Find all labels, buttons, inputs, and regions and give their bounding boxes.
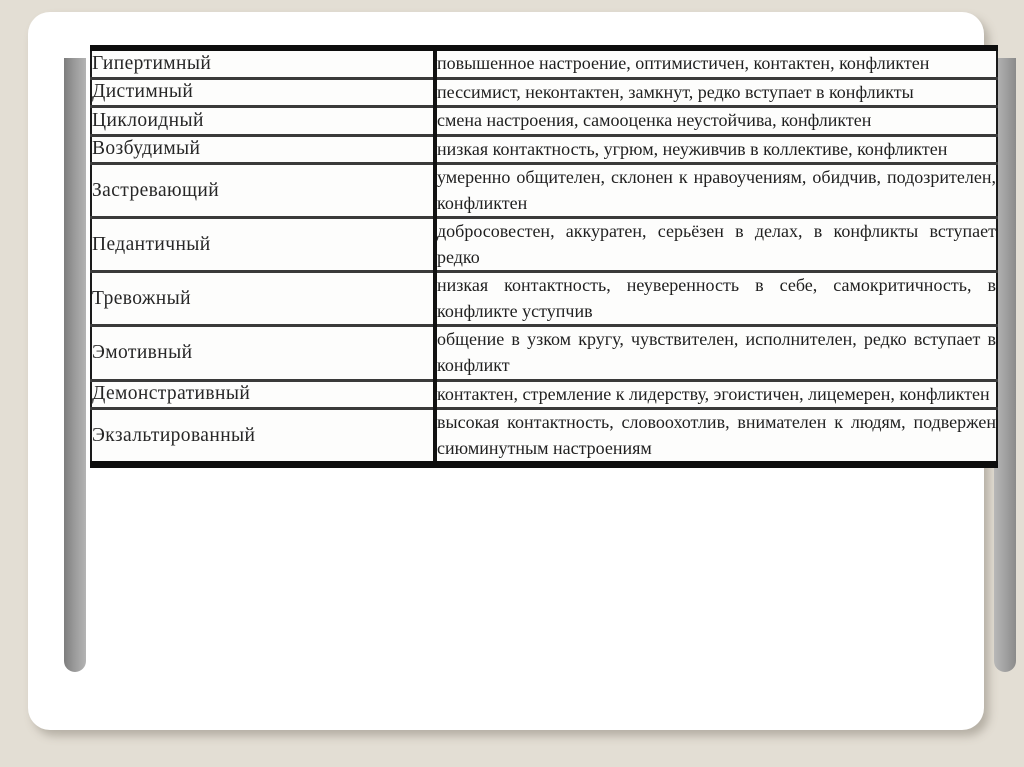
table-row: Дистимный пессимист, неконтактен, замкну… bbox=[91, 76, 997, 107]
table-body: Гипертимный повышенное настроение, оптим… bbox=[91, 48, 997, 465]
accentuation-traits-text: низкая контактность, угрюм, неуживчив в … bbox=[433, 133, 997, 164]
accentuation-type-label: Педантичный bbox=[91, 216, 435, 272]
table-row: Педантичный добросовестен, аккуратен, се… bbox=[91, 216, 997, 272]
accentuation-type-label: Экзальтированный bbox=[91, 407, 435, 465]
table-row: Демонстративный контактен, стремление к … bbox=[91, 378, 997, 409]
accentuation-type-label: Застревающий bbox=[91, 162, 435, 218]
accentuation-traits-text: низкая контактность, неуверенность в себ… bbox=[433, 270, 997, 326]
accentuation-type-label: Дистимный bbox=[91, 76, 435, 107]
slide-card: Гипертимный повышенное настроение, оптим… bbox=[28, 12, 1016, 730]
accentuation-type-label: Демонстративный bbox=[91, 378, 435, 409]
accentuation-traits-text: смена настроения, самооценка неустойчива… bbox=[433, 105, 997, 136]
left-bevel-bar bbox=[64, 58, 86, 672]
accentuation-traits-text: общение в узком кругу, чувствителен, исп… bbox=[433, 324, 997, 381]
table-row: Застревающий умеренно общителен, склонен… bbox=[91, 162, 997, 218]
accentuation-traits-text: контактен, стремление к лидерству, эгоис… bbox=[433, 378, 997, 409]
accentuation-type-label: Эмотивный bbox=[91, 324, 435, 381]
accentuation-type-label: Тревожный bbox=[91, 270, 435, 326]
accentuation-traits-text: повышенное настроение, оптимистичен, кон… bbox=[433, 48, 997, 79]
table-row: Тревожный низкая контактность, неуверенн… bbox=[91, 270, 997, 326]
accentuation-types-table: Гипертимный повышенное настроение, оптим… bbox=[90, 45, 998, 469]
accentuation-traits-text: пессимист, неконтактен, замкнут, редко в… bbox=[433, 76, 997, 107]
table-row: Экзальтированный высокая контактность, с… bbox=[91, 407, 997, 465]
accentuation-type-label: Возбудимый bbox=[91, 133, 435, 164]
accentuation-traits-text: высокая контактность, словоохотлив, вним… bbox=[433, 407, 997, 465]
table-row: Гипертимный повышенное настроение, оптим… bbox=[91, 48, 997, 79]
accentuation-traits-text: добросовестен, аккуратен, серьёзен в дел… bbox=[433, 216, 997, 272]
right-bevel-bar bbox=[994, 58, 1016, 672]
accentuation-type-label: Циклоидный bbox=[91, 105, 435, 136]
accentuation-type-label: Гипертимный bbox=[91, 48, 435, 79]
table-row: Эмотивный общение в узком кругу, чувстви… bbox=[91, 324, 997, 381]
table-row: Циклоидный смена настроения, самооценка … bbox=[91, 105, 997, 136]
accentuation-traits-text: умеренно общителен, склонен к нравоучени… bbox=[433, 162, 997, 218]
table-row: Возбудимый низкая контактность, угрюм, н… bbox=[91, 133, 997, 164]
